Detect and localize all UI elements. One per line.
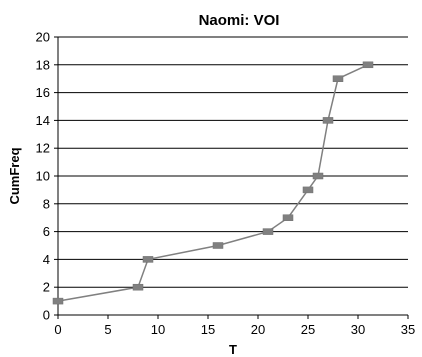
y-tick-label: 10 [36,169,50,184]
data-point [362,61,374,69]
y-tick-label: 16 [36,85,50,100]
chart-title: Naomi: VOI [199,12,280,29]
y-tick-labels: 0 2 4 6 8 10 12 14 16 18 20 [36,30,50,323]
y-tick-label: 2 [43,280,50,295]
y-tick-label: 6 [43,224,50,239]
x-tick-label: 25 [301,322,315,337]
x-tick-label: 15 [201,322,215,337]
y-tick-label: 12 [36,141,50,156]
x-tick-label: 20 [251,322,265,337]
y-tick-label: 18 [36,57,50,72]
data-point [282,214,294,221]
y-tick-label: 4 [43,252,50,267]
grid [58,36,408,288]
y-tick-label: 20 [36,30,50,45]
data-point [262,228,274,235]
y-tick-label: 8 [43,196,50,211]
data-point [52,297,64,305]
y-tick-label: 14 [36,113,50,128]
data-point [312,172,324,180]
x-tick-label: 0 [54,322,61,337]
x-axis-label: T [229,342,237,357]
y-tick-label: 0 [43,308,50,323]
axes [54,36,409,319]
data-point [322,117,334,124]
series-line [57,64,369,302]
y-axis-label: CumFreq [7,147,22,204]
data-point [332,75,344,82]
data-point [302,186,314,194]
x-tick-label: 30 [351,322,365,337]
x-tick-labels: 0 5 10 15 20 25 30 35 [54,322,415,337]
data-point [142,256,154,263]
series-line [57,64,369,302]
x-tick-label: 10 [151,322,165,337]
data-points [52,61,374,305]
x-tick-label: 35 [401,322,415,337]
data-point [212,242,224,249]
x-tick-label: 5 [104,322,111,337]
data-point [132,283,144,291]
